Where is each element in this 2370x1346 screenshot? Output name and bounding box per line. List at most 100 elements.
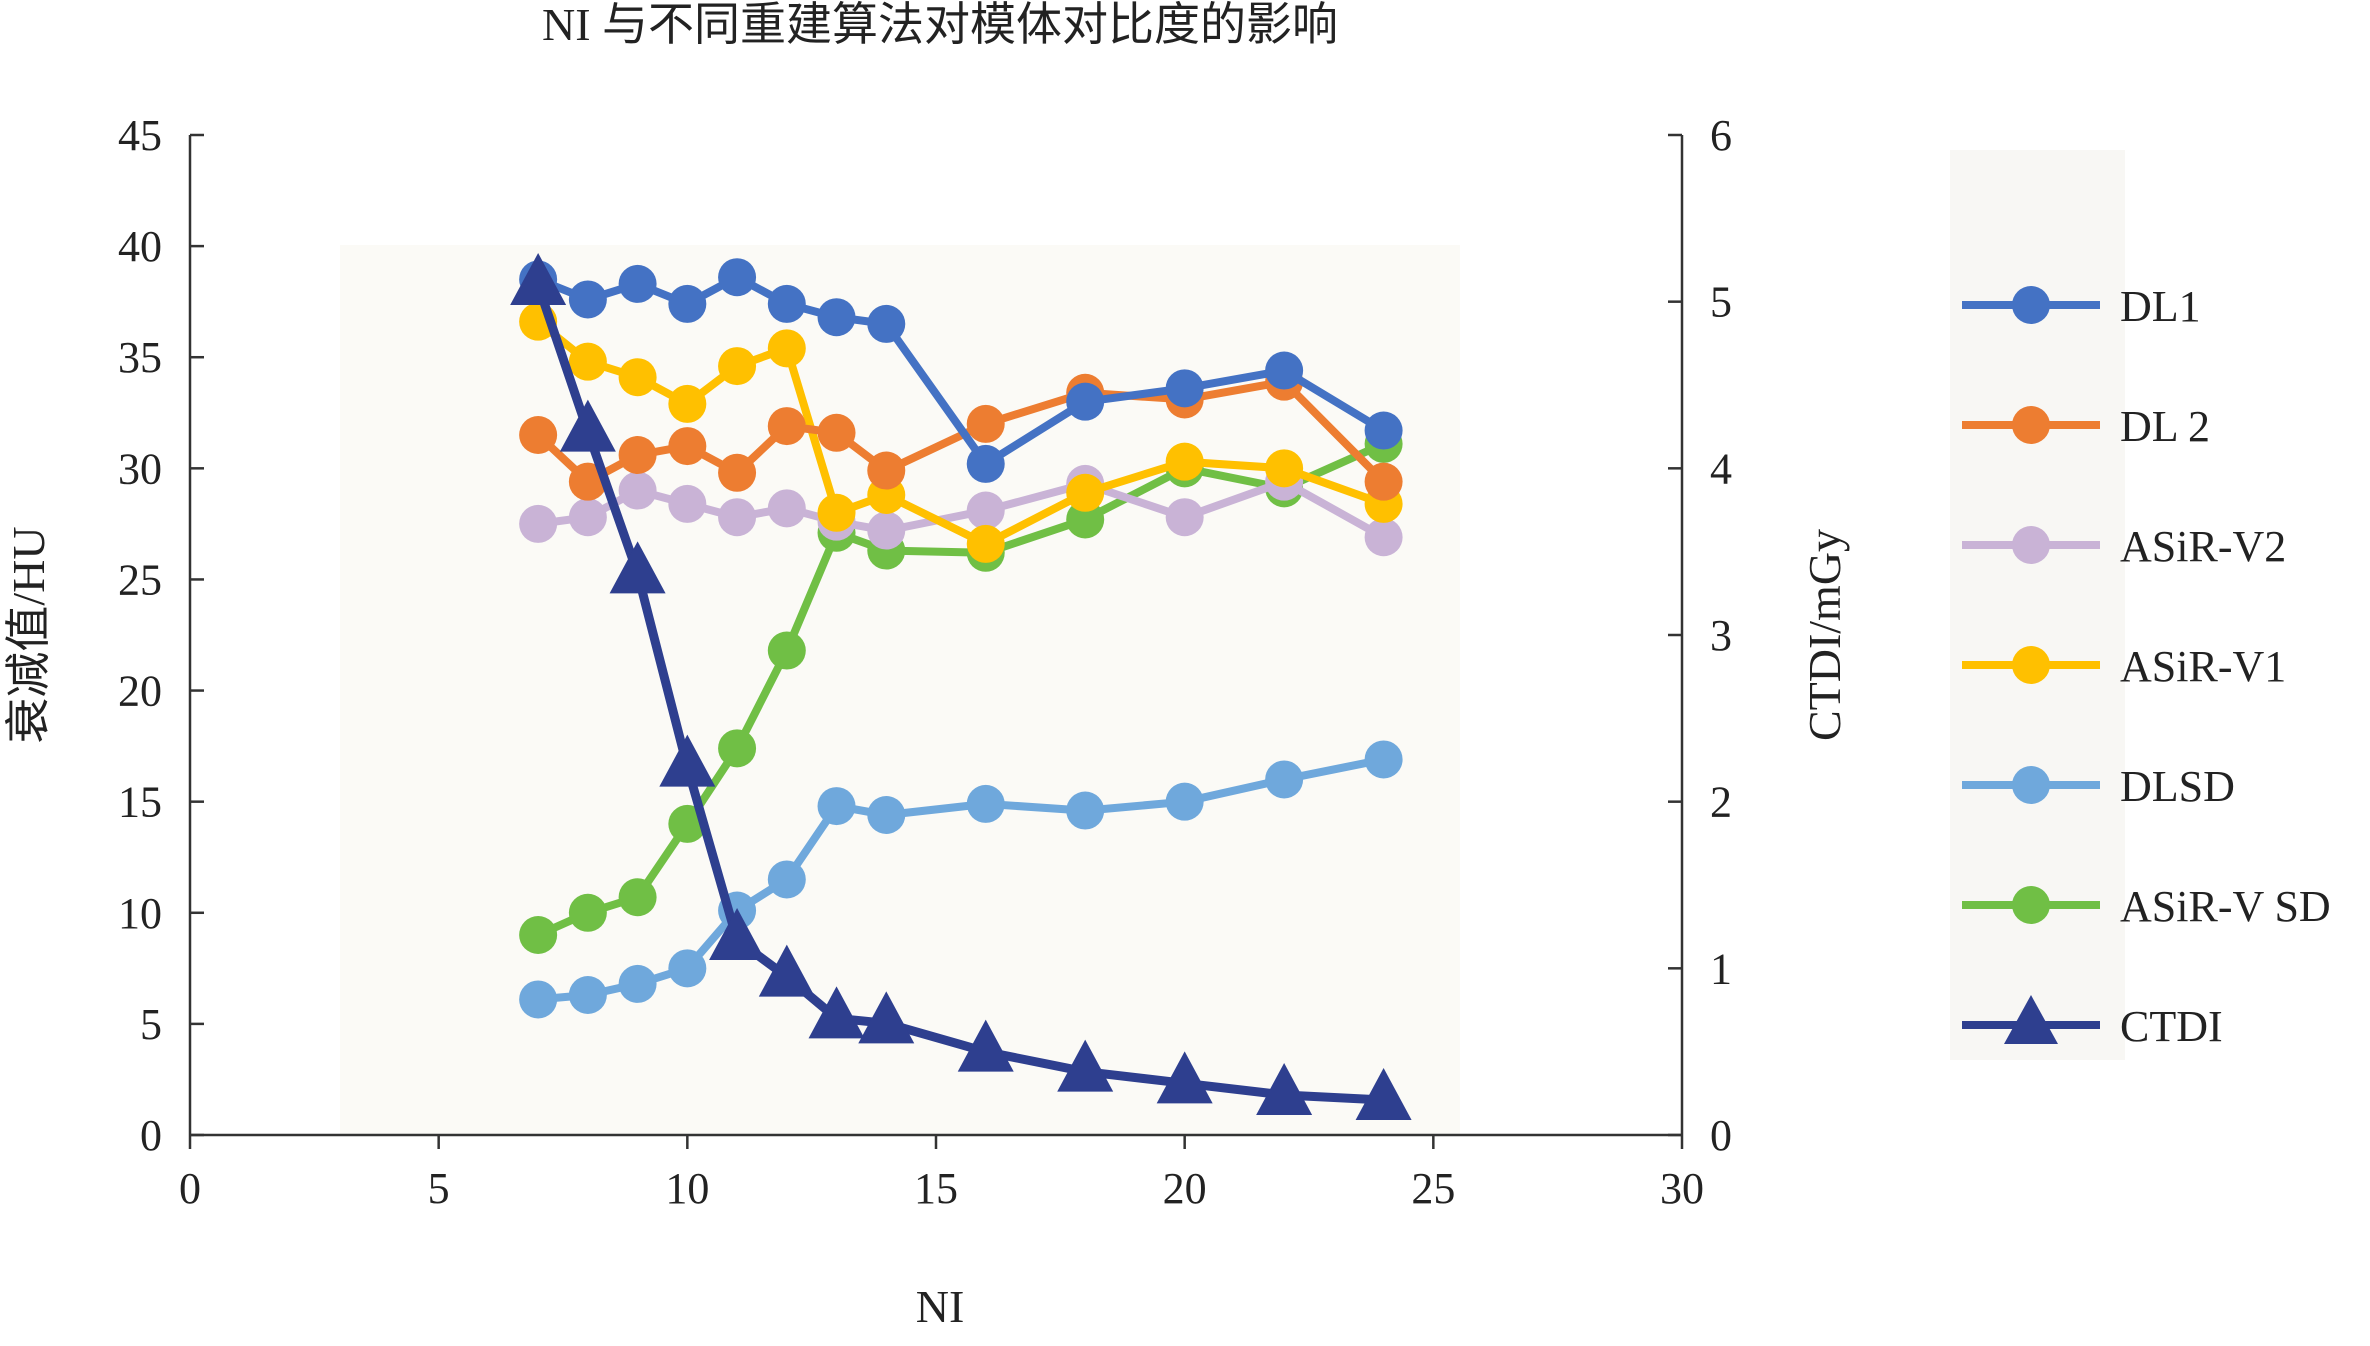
y2-tick-label: 4	[1710, 444, 1732, 493]
data-point	[1165, 782, 1204, 821]
data-point	[568, 893, 607, 932]
legend-background	[1950, 150, 2125, 1060]
y-tick-label: 35	[118, 333, 162, 382]
data-point	[519, 504, 558, 543]
data-point	[519, 916, 558, 954]
data-point	[1165, 442, 1204, 481]
y2-tick-label: 3	[1710, 611, 1732, 660]
data-point	[1165, 369, 1204, 408]
data-point	[519, 416, 558, 454]
data-point	[1364, 518, 1403, 557]
data-point	[767, 284, 806, 323]
data-point	[568, 976, 607, 1014]
data-point	[618, 358, 657, 397]
legend-label: ASiR-V2	[2120, 522, 2286, 571]
data-point	[1156, 1051, 1213, 1104]
y2-tick-label: 6	[1710, 111, 1732, 160]
data-point	[817, 493, 856, 532]
data-point	[767, 329, 806, 368]
legend-item-asir-v2: ASiR-V2	[1962, 522, 2286, 571]
data-point	[559, 399, 616, 452]
data-point	[966, 784, 1005, 823]
x-axis-label: NI	[916, 1281, 965, 1332]
data-point	[1364, 411, 1403, 450]
data-point	[1066, 791, 1105, 830]
legend-item-dlsd: DLSD	[1962, 762, 2235, 811]
data-point	[659, 734, 716, 787]
x-tick-label: 10	[665, 1164, 709, 1213]
legend-marker	[2004, 995, 2058, 1044]
y2-tick-label: 2	[1710, 778, 1732, 827]
data-point	[1057, 1039, 1114, 1092]
y-tick-label: 5	[140, 1000, 162, 1049]
y-tick-label: 25	[118, 555, 162, 604]
data-point	[519, 980, 558, 1019]
x-tick-label: 5	[428, 1164, 450, 1213]
data-point	[808, 986, 865, 1039]
data-point	[718, 347, 757, 386]
data-point	[817, 298, 856, 337]
data-point	[668, 384, 707, 423]
y2-tick-label: 0	[1710, 1111, 1732, 1160]
data-point	[718, 453, 757, 492]
legend-item-ctdi: CTDI	[1962, 995, 2223, 1051]
data-point	[668, 427, 707, 466]
y-tick-label: 15	[118, 778, 162, 827]
data-point	[568, 342, 607, 381]
data-point	[767, 631, 806, 670]
data-point	[668, 484, 707, 523]
data-point	[867, 796, 906, 834]
y2-axis-label: CTDI/mGy	[1799, 529, 1850, 741]
legend-item-asir-v1: ASiR-V1	[1962, 642, 2286, 691]
y-axis-label: 衰减值/HU	[3, 526, 54, 743]
data-point	[1364, 740, 1403, 779]
data-point	[718, 258, 757, 297]
data-point	[709, 908, 766, 960]
data-point	[510, 253, 567, 305]
y-tick-label: 30	[118, 444, 162, 493]
data-point	[867, 451, 906, 490]
data-point	[957, 1019, 1014, 1072]
data-point	[966, 444, 1005, 483]
x-tick-label: 15	[914, 1164, 958, 1213]
data-point	[1256, 1063, 1313, 1115]
data-point	[718, 729, 757, 768]
series-asir-v1	[519, 302, 1403, 563]
data-point	[668, 949, 707, 988]
data-point	[817, 413, 856, 452]
data-point	[1265, 449, 1304, 488]
data-point	[1265, 760, 1304, 799]
data-point	[1066, 500, 1105, 539]
y-tick-label: 45	[118, 111, 162, 160]
data-point	[767, 489, 806, 528]
legend-marker	[2012, 886, 2050, 924]
legend-marker	[2012, 646, 2050, 684]
data-point	[618, 471, 657, 510]
y-tick-label: 40	[118, 222, 162, 271]
legend-label: ASiR-V1	[2120, 642, 2286, 691]
data-point	[618, 964, 657, 1003]
legend-marker	[2012, 766, 2050, 804]
data-point	[966, 524, 1005, 563]
data-point	[758, 944, 815, 997]
chart-title: NI 与不同重建算法对模体对比度的影响	[542, 0, 1338, 50]
legend-label: DLSD	[2120, 762, 2235, 811]
legend-item-dl-2: DL 2	[1962, 402, 2210, 451]
data-point	[1066, 473, 1105, 512]
series-layer	[510, 253, 1412, 1120]
data-point	[1165, 498, 1204, 537]
y-ticks-right: 0 1 2 3 4 5 6	[1668, 111, 1732, 1160]
x-tick-label: 20	[1163, 1164, 1207, 1213]
legend-label: ASiR-V SD	[2120, 882, 2331, 931]
data-point	[618, 436, 657, 474]
y-tick-label: 10	[118, 889, 162, 938]
legend-label: DL1	[2120, 282, 2201, 331]
x-tick-label: 30	[1660, 1164, 1704, 1213]
data-point	[1355, 1068, 1412, 1120]
data-point	[1265, 351, 1304, 390]
data-point	[966, 491, 1005, 530]
data-point	[767, 407, 806, 446]
y2-tick-label: 5	[1710, 278, 1732, 327]
